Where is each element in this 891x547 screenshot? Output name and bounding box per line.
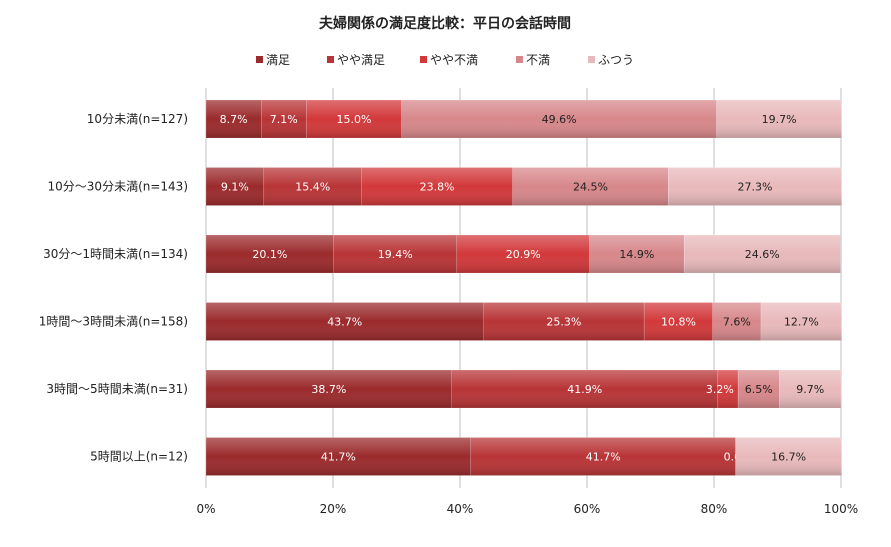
legend-label: やや不満 — [430, 53, 478, 67]
data-label: 9.7% — [796, 383, 824, 396]
legend-label: 不満 — [526, 53, 550, 67]
legend-label: ふつう — [598, 53, 634, 67]
data-label: 19.7% — [762, 113, 797, 126]
data-label: 27.3% — [737, 181, 772, 194]
data-label: 24.5% — [573, 181, 608, 194]
data-label: 14.9% — [619, 248, 654, 261]
data-label: 25.3% — [546, 316, 581, 329]
legend-label: 満足 — [266, 53, 290, 67]
legend-item: 不満 — [516, 53, 550, 67]
data-label: 23.8% — [420, 181, 455, 194]
bar-row: 8.7% 7.1% 15.0% 49.6% 19.7% — [205, 99, 842, 139]
bar-row: 9.1% 15.4% 23.8% 24.5% 27.3% — [205, 167, 842, 206]
x-tick-label: 80% — [701, 502, 728, 516]
category-label: 10分～30分未満(n=143) — [48, 180, 188, 194]
data-label: 9.1% — [221, 181, 249, 194]
x-tick-label: 20% — [320, 502, 347, 516]
x-tick-label: 40% — [447, 502, 474, 516]
data-label: 16.7% — [771, 451, 806, 464]
data-label: 8.7% — [220, 113, 248, 126]
category-label: 5時間以上(n=12) — [90, 450, 188, 464]
chart-title: 夫婦関係の満足度比較：平日の会話時間 — [319, 15, 571, 32]
category-labels: 10分未満(n=127) 10分～30分未満(n=143) 30分～1時間未満(n=… — [39, 112, 188, 464]
legend-swatch — [420, 56, 427, 63]
category-label: 30分～1時間未満(n=134) — [43, 247, 188, 261]
data-label: 41.9% — [567, 383, 602, 396]
gridlines — [205, 88, 842, 488]
x-axis-tick-labels: 0% 20% 40% 60% 80% 100% — [196, 502, 858, 516]
data-label: 3.2% — [706, 383, 734, 396]
legend-swatch — [516, 56, 523, 63]
bar-row: 38.7% 41.9% 3.2% 6.5% 9.7% — [205, 369, 842, 409]
legend-label: やや満足 — [337, 53, 385, 67]
data-label: 7.1% — [270, 113, 298, 126]
data-label: 7.6% — [723, 316, 751, 329]
legend-swatch — [327, 56, 334, 63]
data-label: 10.8% — [661, 316, 696, 329]
data-label: 20.1% — [252, 248, 287, 261]
category-label: 1時間～3時間未満(n=158) — [39, 315, 188, 329]
data-label: 15.0% — [336, 113, 371, 126]
data-label: 15.4% — [295, 181, 330, 194]
x-tick-label: 0% — [196, 502, 215, 516]
data-label: 41.7% — [321, 451, 356, 464]
legend: 満足 やや満足 やや不満 不満 ふつう — [256, 53, 634, 67]
legend-item: やや満足 — [327, 53, 385, 67]
data-label: 49.6% — [542, 113, 577, 126]
x-tick-label: 60% — [574, 502, 601, 516]
data-label: 19.4% — [378, 248, 413, 261]
data-label: 41.7% — [586, 451, 621, 464]
data-label: 20.9% — [506, 248, 541, 261]
legend-item: やや不満 — [420, 53, 478, 67]
data-label: 43.7% — [327, 316, 362, 329]
legend-swatch — [588, 56, 595, 63]
data-label: 12.7% — [784, 316, 819, 329]
bar-row: 43.7% 25.3% 10.8% 7.6% 12.7% — [205, 302, 842, 341]
data-label: 6.5% — [745, 383, 773, 396]
category-label: 3時間～5時間未満(n=31) — [46, 382, 188, 396]
legend-swatch — [256, 56, 263, 63]
data-label: 38.7% — [311, 383, 346, 396]
legend-item: 満足 — [256, 53, 290, 67]
legend-item: ふつう — [588, 53, 634, 67]
x-tick-label: 100% — [824, 502, 858, 516]
data-label: 24.6% — [745, 248, 780, 261]
bars: 8.7% 7.1% 15.0% 49.6% 19.7% 9.1% 15.4% 23.8% 24.… — [205, 99, 842, 476]
bar-row: 41.7%41.7%0.0%16.7% — [205, 437, 842, 476]
bar-row: 20.1% 19.4% 20.9% 14.9% 24.6% — [205, 234, 841, 274]
category-label: 10分未満(n=127) — [87, 112, 188, 126]
